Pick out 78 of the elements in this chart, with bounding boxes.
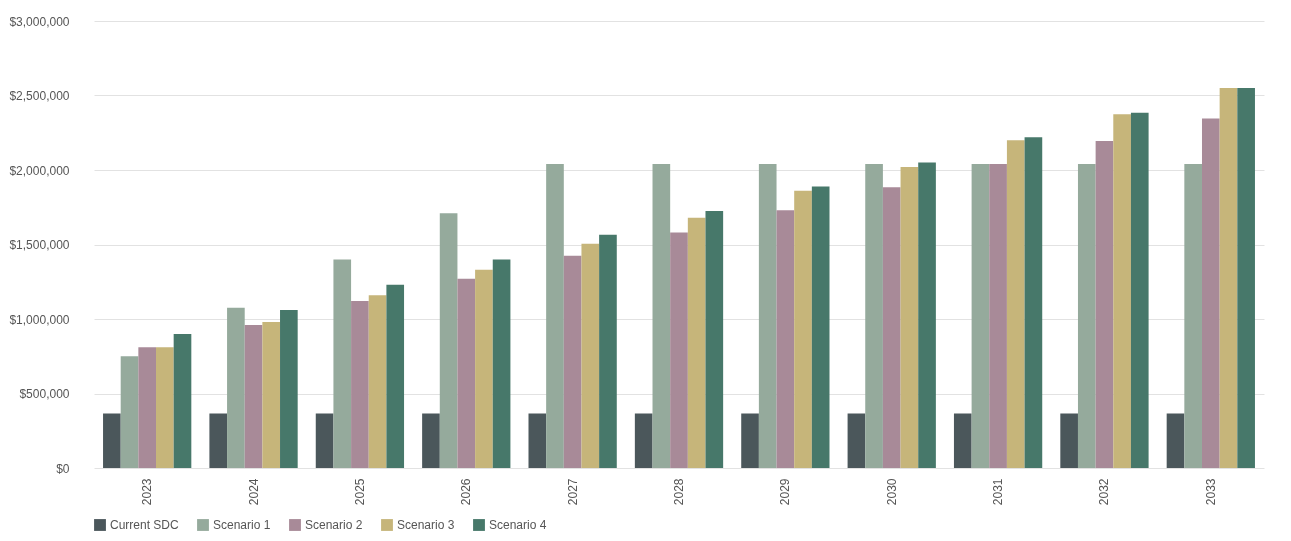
y-tick-label: $500,000 xyxy=(19,387,70,401)
x-tick-label: 2024 xyxy=(246,478,261,506)
bar xyxy=(368,295,387,468)
y-tick-label: $2,500,000 xyxy=(9,89,70,103)
bar xyxy=(315,413,334,468)
bar xyxy=(1077,164,1096,468)
bar xyxy=(1201,118,1220,468)
bar xyxy=(953,413,972,468)
bar xyxy=(847,413,866,468)
bar xyxy=(457,278,476,468)
bar xyxy=(865,164,883,468)
legend-label: Scenario 3 xyxy=(397,518,455,532)
bar xyxy=(1166,413,1185,468)
bar xyxy=(1024,137,1043,468)
bar xyxy=(1095,140,1114,468)
x-tick-label: 2030 xyxy=(884,478,899,506)
x-tick-label: 2031 xyxy=(991,478,1006,506)
bar xyxy=(386,284,405,468)
bar xyxy=(103,413,121,468)
bar xyxy=(758,164,777,468)
bar xyxy=(528,413,547,468)
legend-label: Current SDC xyxy=(110,518,180,532)
bar xyxy=(1006,140,1025,468)
bar xyxy=(900,167,919,468)
bar xyxy=(811,186,830,468)
bar xyxy=(262,321,281,468)
bar xyxy=(156,347,174,468)
x-tick-label: 2023 xyxy=(140,478,155,506)
y-tick-label: $3,000,000 xyxy=(9,14,70,29)
bar xyxy=(776,210,795,468)
bar xyxy=(244,324,263,468)
bar xyxy=(989,164,1007,468)
bar xyxy=(1060,413,1078,468)
bar xyxy=(882,187,901,468)
bar xyxy=(475,269,493,468)
bar xyxy=(1219,88,1238,468)
bar xyxy=(918,162,936,468)
x-tick-label: 2026 xyxy=(459,478,474,506)
x-tick-label: 2029 xyxy=(778,478,793,506)
x-tick-label: 2032 xyxy=(1097,478,1112,506)
bar xyxy=(439,213,458,468)
bar xyxy=(1130,112,1149,468)
bar xyxy=(670,232,688,468)
legend-label: Scenario 4 xyxy=(489,518,547,532)
legend-label: Scenario 1 xyxy=(213,518,271,532)
bar xyxy=(652,164,671,468)
legend-label: Scenario 2 xyxy=(305,518,363,532)
x-tick-label: 2025 xyxy=(352,478,367,506)
x-tick-label: 2028 xyxy=(672,478,686,506)
bar xyxy=(971,164,990,468)
bar xyxy=(546,164,564,468)
bar xyxy=(581,243,600,468)
y-tick-label: $1,000,000 xyxy=(9,312,70,327)
x-tick-label: 2027 xyxy=(565,478,580,506)
x-tick-label: 2033 xyxy=(1203,478,1218,506)
bar xyxy=(333,259,352,468)
bar xyxy=(422,413,440,468)
bar xyxy=(138,347,157,468)
bar xyxy=(173,333,192,468)
bar xyxy=(1113,114,1131,468)
bar xyxy=(351,301,369,468)
bar xyxy=(120,356,139,468)
y-tick-label: $2,000,000 xyxy=(9,163,70,178)
bar xyxy=(280,310,298,468)
bar xyxy=(599,234,617,468)
bar xyxy=(227,307,245,468)
y-tick-label: $1,500,000 xyxy=(9,238,70,252)
bar xyxy=(634,413,653,468)
bar xyxy=(492,259,511,468)
bar xyxy=(794,190,812,468)
bar xyxy=(705,210,724,468)
bar xyxy=(1237,88,1255,468)
bar xyxy=(687,217,706,468)
bar xyxy=(209,413,228,468)
bar xyxy=(1184,164,1202,468)
bar xyxy=(563,255,582,468)
y-tick-label: $0 xyxy=(56,461,70,476)
bar xyxy=(741,413,759,468)
